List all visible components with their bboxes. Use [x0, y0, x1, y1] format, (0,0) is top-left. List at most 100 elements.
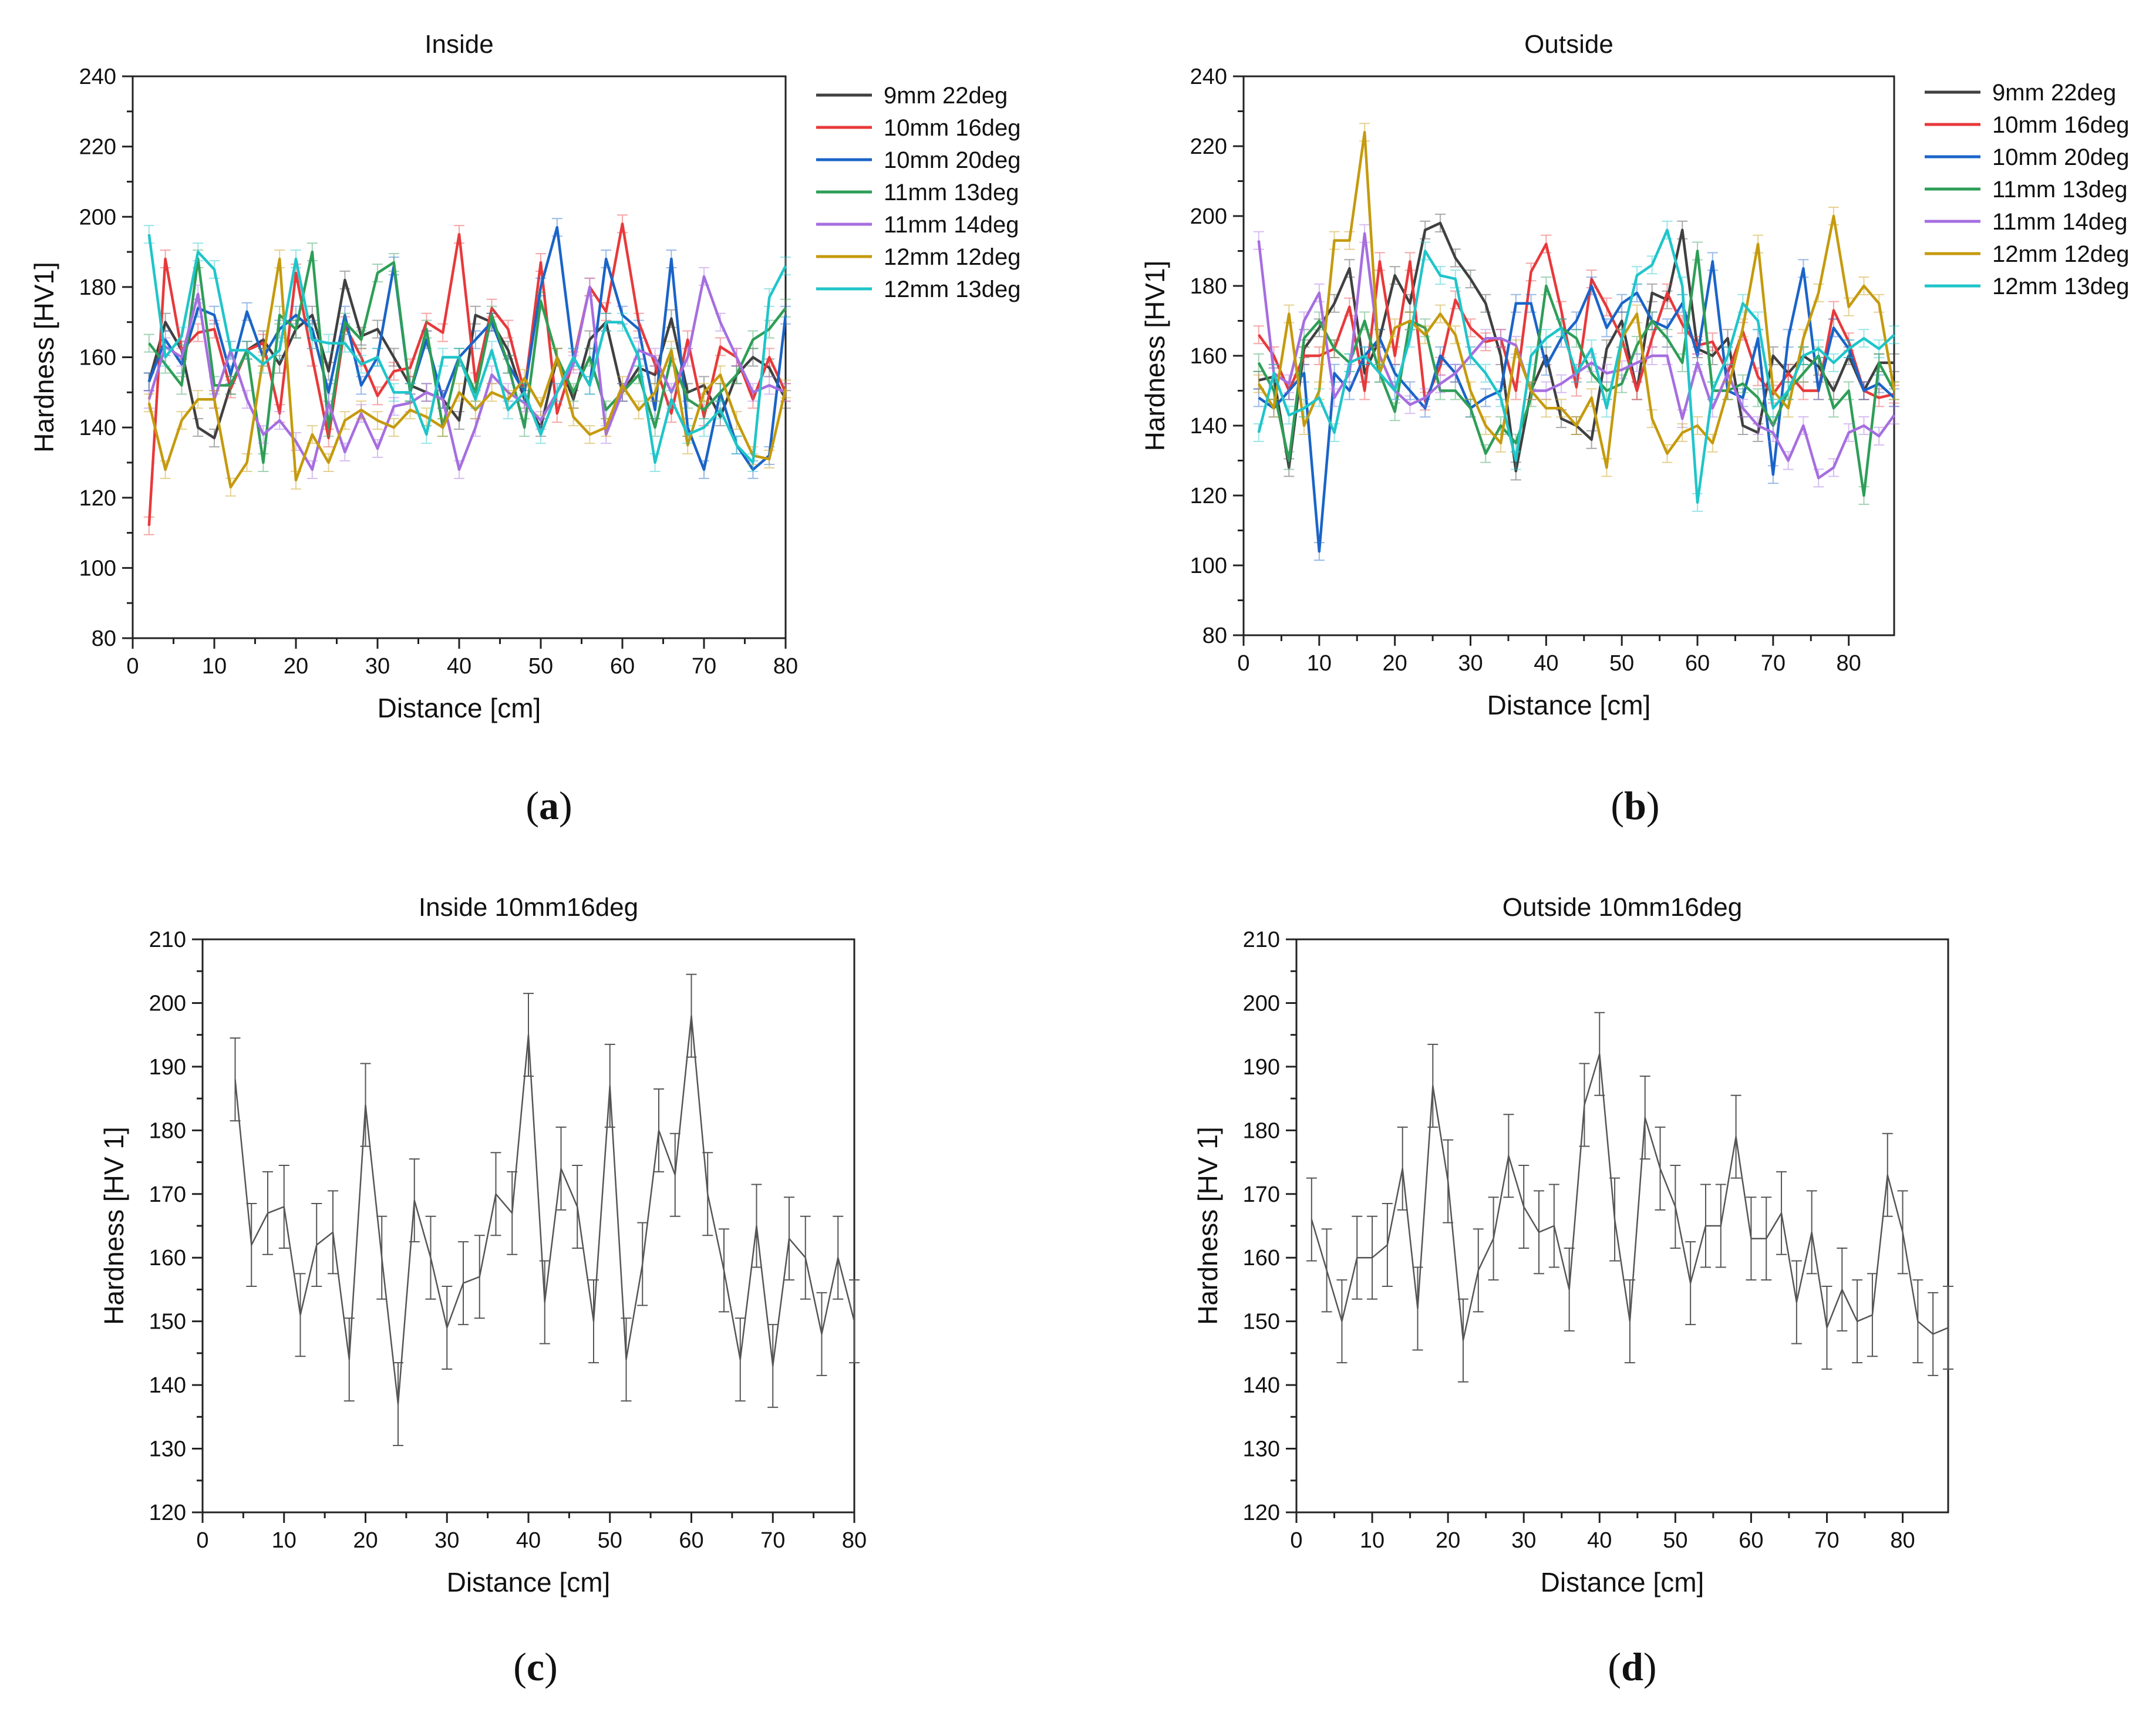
- legend: 9mm 22deg 10mm 16deg 10mm 20deg 11mm 13deg 1…: [1925, 80, 2129, 299]
- panel-label: (a): [525, 783, 572, 828]
- series-12mm-12deg: [1253, 123, 1899, 477]
- legend-entry: 12mm 13deg: [884, 277, 1020, 302]
- panel-label-letter: b: [1624, 783, 1646, 828]
- x-tick-label: 70: [760, 1528, 785, 1553]
- y-tick-label: 100: [1190, 554, 1227, 578]
- series-12mm-12deg: [143, 250, 791, 497]
- y-tick-label: 120: [1190, 484, 1227, 508]
- x-axis-label: Distance [cm]: [447, 1567, 611, 1597]
- x-tick-label: 40: [1534, 651, 1558, 676]
- y-tick-label: 100: [79, 556, 116, 581]
- y-tick-label: 140: [79, 416, 116, 440]
- x-tick-label: 80: [1837, 651, 1861, 676]
- x-tick-label: 50: [1609, 651, 1634, 676]
- panel-label: (d): [1608, 1644, 1656, 1689]
- x-tick-label: 80: [842, 1528, 867, 1553]
- x-tick-label: 10: [272, 1528, 297, 1553]
- legend-entry: 12mm 13deg: [1992, 274, 2129, 299]
- y-tick-label: 200: [149, 991, 186, 1016]
- plot-frame: [1295, 938, 1949, 1514]
- x-tick-label: 40: [1587, 1528, 1612, 1553]
- y-tick-label: 240: [1190, 65, 1227, 89]
- y-tick-label: 180: [149, 1118, 186, 1143]
- x-tick-label: 60: [1685, 651, 1710, 676]
- chart-1: Inside 0 10 20 30 40 50 60 70 80 80 100 120 140 160 180…: [29, 30, 1020, 828]
- y-tick-label: 160: [1243, 1246, 1280, 1270]
- x-tick-label: 30: [1458, 651, 1483, 676]
- x-tick-label: 60: [1739, 1528, 1763, 1553]
- y-tick-label: 80: [92, 626, 116, 651]
- legend-entry: 9mm 22deg: [1992, 80, 2116, 106]
- panel-label-letter: a: [539, 783, 559, 828]
- y-tick-label: 130: [149, 1437, 186, 1462]
- series-10mm-20deg: [143, 218, 791, 479]
- x-tick-label: 20: [284, 654, 308, 679]
- series-12mm-13deg: [143, 225, 791, 472]
- y-tick-label: 210: [149, 928, 186, 952]
- y-tick-label: 180: [1190, 274, 1227, 299]
- y-tick-label: 180: [79, 275, 116, 300]
- series-line: [1257, 130, 1896, 469]
- legend-entry: 11mm 14deg: [1992, 209, 2128, 235]
- y-tick-label: 170: [1243, 1182, 1280, 1207]
- chart-title: Inside 10mm16deg: [419, 893, 638, 922]
- x-tick-label: 60: [679, 1528, 703, 1553]
- error-bar: [780, 379, 791, 399]
- legend-entry: 12mm 12deg: [1992, 241, 2129, 267]
- x-tick-label: 30: [365, 654, 390, 679]
- y-tick-label: 120: [1243, 1501, 1280, 1525]
- error-bar: [143, 393, 154, 413]
- y-tick-label: 170: [149, 1182, 186, 1207]
- x-tick-label: 30: [434, 1528, 459, 1553]
- y-tick-label: 120: [149, 1501, 186, 1525]
- y-tick-label: 200: [1243, 991, 1280, 1016]
- y-axis-label: Hardness [HV 1]: [1192, 1127, 1223, 1324]
- error-bar: [849, 1279, 860, 1364]
- x-tick-label: 40: [516, 1528, 541, 1553]
- chart-title: Inside: [425, 30, 493, 59]
- series-line: [234, 1014, 855, 1405]
- y-tick-label: 200: [1190, 204, 1227, 229]
- legend-entry: 11mm 14deg: [884, 212, 1019, 238]
- x-axis-label: Distance [cm]: [378, 693, 541, 723]
- legend-entry: 10mm 16deg: [1992, 112, 2129, 138]
- x-tick-label: 20: [1383, 651, 1407, 676]
- y-tick-label: 190: [149, 1055, 186, 1080]
- series-10mm-16deg: [230, 973, 860, 1447]
- y-tick-label: 150: [149, 1310, 186, 1334]
- x-tick-label: 0: [1290, 1528, 1302, 1553]
- x-tick-label: 50: [598, 1528, 622, 1553]
- series-11mm-13deg: [143, 242, 791, 472]
- x-tick-label: 10: [202, 654, 227, 679]
- x-tick-label: 10: [1307, 651, 1332, 676]
- y-tick-label: 80: [1202, 623, 1227, 648]
- error-bar: [1306, 1177, 1317, 1262]
- y-tick-label: 160: [79, 346, 116, 370]
- x-tick-label: 10: [1360, 1528, 1384, 1553]
- x-tick-label: 50: [1663, 1528, 1687, 1553]
- series-line: [147, 234, 787, 464]
- x-tick-label: 70: [692, 654, 716, 679]
- series-10mm-16deg: [1306, 1012, 1953, 1383]
- x-tick-label: 70: [1761, 651, 1786, 676]
- legend-entry: 11mm 13deg: [884, 180, 1019, 205]
- y-tick-label: 220: [1190, 134, 1227, 159]
- y-axis-label: Hardness [HV 1]: [99, 1127, 129, 1324]
- y-tick-label: 240: [79, 65, 116, 89]
- x-tick-label: 40: [447, 654, 471, 679]
- chart-title: Outside: [1524, 30, 1613, 59]
- series-10mm-20deg: [1253, 252, 1899, 561]
- panel-label: (b): [1611, 783, 1659, 828]
- y-tick-label: 160: [1190, 344, 1227, 369]
- y-tick-label: 180: [1243, 1118, 1280, 1143]
- x-tick-label: 70: [1814, 1528, 1839, 1553]
- chart-title: Outside 10mm16deg: [1503, 893, 1742, 922]
- series-line: [147, 225, 787, 471]
- y-tick-label: 210: [1243, 928, 1280, 952]
- legend-entry: 11mm 13deg: [1992, 177, 2128, 203]
- panel-label-letter: d: [1621, 1644, 1643, 1689]
- y-tick-label: 120: [79, 486, 116, 511]
- series-line: [1311, 1053, 1949, 1342]
- panel-label: (c): [513, 1644, 558, 1689]
